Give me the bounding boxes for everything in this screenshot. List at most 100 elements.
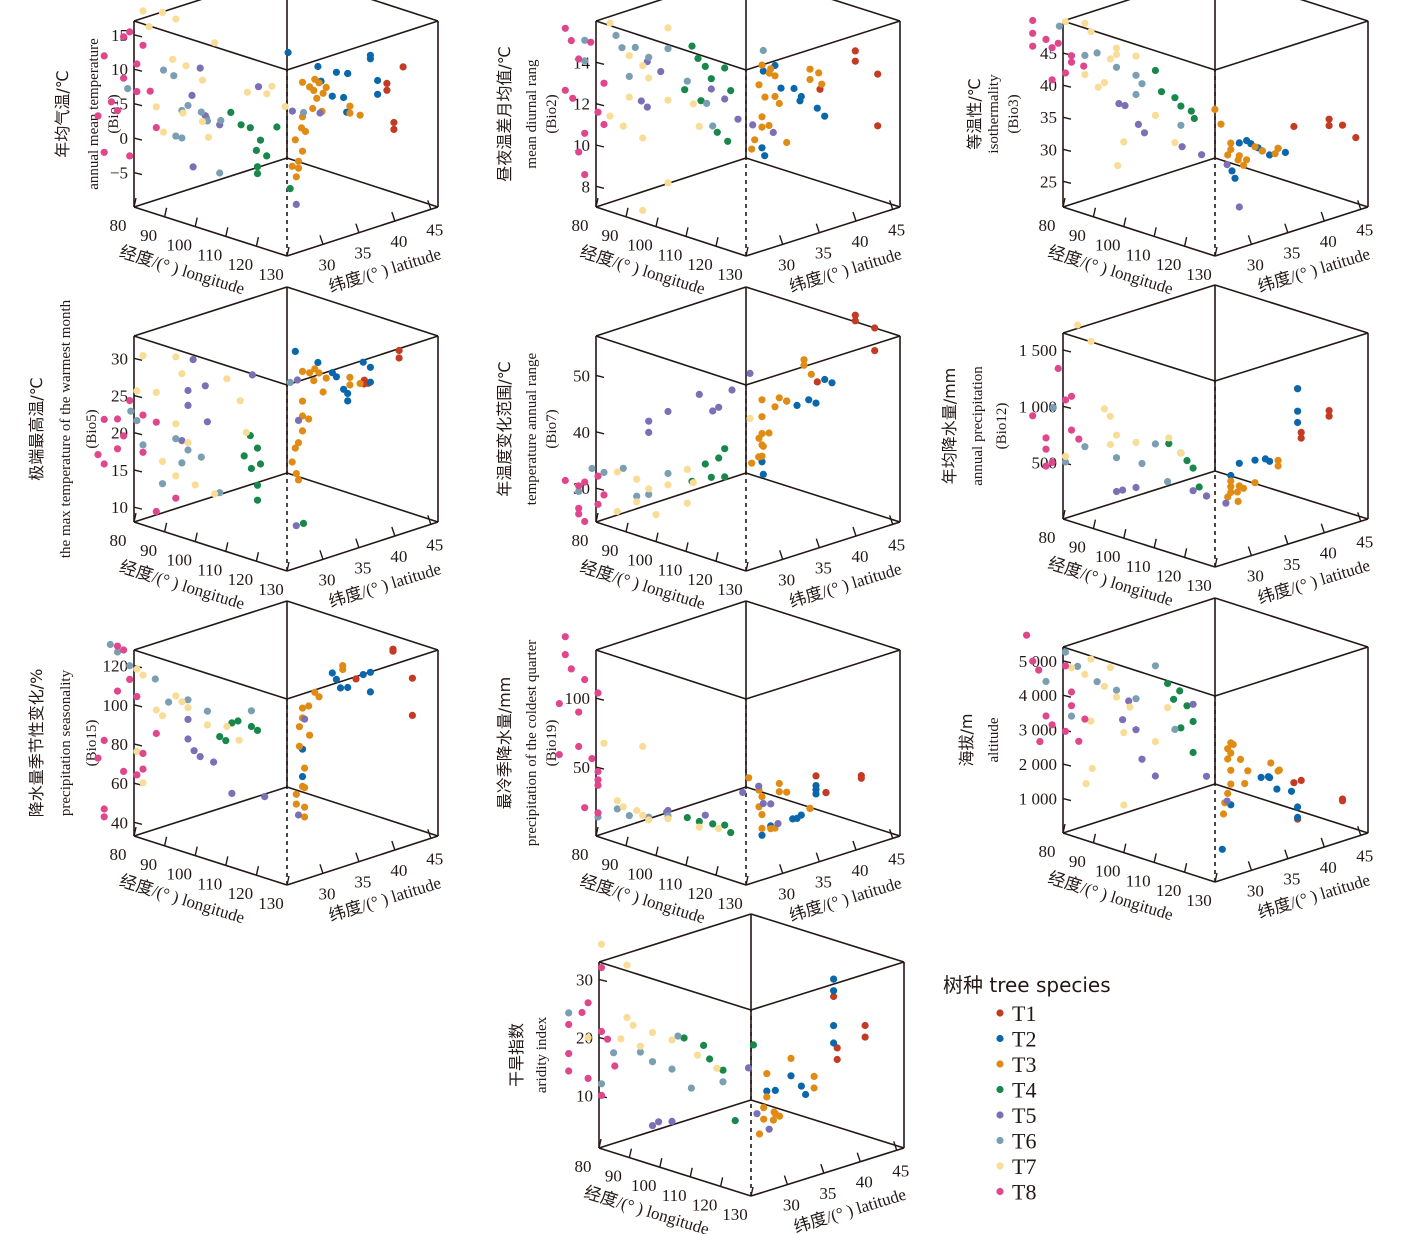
y-tick [355, 852, 360, 862]
x-tick-label: 80 [1039, 842, 1056, 861]
top-edge-back-left [598, 913, 752, 963]
data-point [1290, 122, 1298, 131]
data-point [1112, 686, 1121, 694]
y-tick-label: 35 [1283, 870, 1300, 889]
data-point [1325, 122, 1333, 130]
data-point [581, 804, 589, 812]
data-point [201, 382, 209, 390]
z-tick [1062, 694, 1072, 698]
data-point [1132, 90, 1140, 99]
x-tick [286, 561, 290, 572]
floor-edge-right [286, 206, 439, 257]
top-edge-back-left [133, 600, 288, 651]
z-axis-title: 年均降水量/mm annual precipitation (Bio12) [940, 366, 1010, 486]
z-tick-label: 5 000 [1019, 652, 1057, 671]
data-point [139, 671, 147, 679]
y-axis: 30 35 40 45 纬度/(° ) latitude [318, 829, 443, 925]
data-point [775, 788, 783, 796]
data-point [390, 118, 398, 127]
data-point [1183, 457, 1191, 465]
data-point [581, 478, 589, 486]
data-point [1229, 740, 1237, 749]
x-tick-label: 80 [1039, 216, 1056, 235]
data-point [1235, 152, 1243, 160]
data-point [597, 1080, 606, 1088]
data-point [1100, 682, 1108, 690]
x-tick-label: 130 [1186, 576, 1212, 595]
data-point [1224, 151, 1232, 159]
data-point [1061, 396, 1070, 404]
data-point [1029, 412, 1037, 420]
z-tick [595, 487, 605, 491]
data-point [1120, 801, 1128, 809]
data-point [198, 117, 206, 126]
data-point [760, 1104, 768, 1112]
data-point [1189, 748, 1197, 757]
x-tick [685, 856, 689, 866]
data-point [191, 481, 199, 489]
x-tick-label: 130 [722, 1205, 748, 1224]
data-point [113, 648, 122, 656]
data-point [332, 373, 340, 381]
data-point [188, 91, 196, 99]
data-point [807, 370, 815, 378]
data-point [281, 103, 289, 111]
y-tick-label: 35 [1283, 244, 1300, 263]
data-point [301, 784, 309, 792]
data-point [758, 396, 766, 404]
y-tick-label: 45 [426, 220, 443, 239]
data-point [1061, 452, 1070, 460]
z-title-en: precipitation of the coldest quarter [524, 640, 540, 847]
data-point [805, 396, 813, 404]
data-point [721, 64, 729, 72]
data-point [787, 1054, 795, 1062]
data-point [1271, 150, 1279, 158]
data-point [100, 52, 108, 60]
data-point [709, 122, 717, 130]
data-point [683, 77, 691, 85]
data-point [1274, 462, 1282, 470]
data-point [822, 789, 830, 797]
x-tick [598, 1138, 602, 1149]
y-axis-title: 纬度/(° ) latitude [787, 873, 904, 925]
z-title-cn: 干旱指数 [507, 1023, 526, 1087]
x-tick-label: 100 [627, 865, 653, 884]
top-edge-front-right [1214, 20, 1369, 71]
z-title-en: annual mean temperature [86, 38, 102, 190]
data-point [629, 1021, 637, 1029]
data-point [1114, 162, 1122, 170]
data-point [291, 444, 299, 452]
top-edge-back-right [750, 913, 905, 963]
z-title-cn: 极端最高温/℃ [27, 377, 46, 480]
data-point [1287, 787, 1296, 795]
x-tick [1092, 519, 1097, 529]
data-point [1223, 797, 1231, 805]
data-point [683, 499, 691, 507]
data-point [1227, 477, 1235, 485]
floor-edge-right [1214, 206, 1369, 257]
data-point [623, 1013, 631, 1022]
x-tick [685, 542, 689, 552]
data-point [210, 758, 218, 766]
data-point [619, 803, 627, 811]
series-T4 [683, 814, 735, 837]
y-tick-label: 35 [815, 244, 832, 263]
data-point [139, 352, 147, 360]
y-axis-title: 纬度/(° ) latitude [1255, 870, 1372, 922]
data-point [695, 122, 703, 130]
data-point [600, 491, 608, 499]
data-point [184, 704, 192, 712]
data-point [689, 479, 697, 487]
series-T6 [565, 1009, 727, 1092]
data-point [719, 1066, 727, 1074]
y-tick-label: 35 [354, 559, 371, 578]
data-point [313, 94, 321, 102]
data-point [223, 375, 231, 383]
data-point [639, 811, 647, 819]
data-point [618, 44, 626, 52]
y-tick-label: 40 [856, 1173, 873, 1192]
x-tick [255, 237, 260, 247]
z-title-code: (Bio7) [544, 409, 560, 448]
series-T7 [606, 19, 703, 214]
